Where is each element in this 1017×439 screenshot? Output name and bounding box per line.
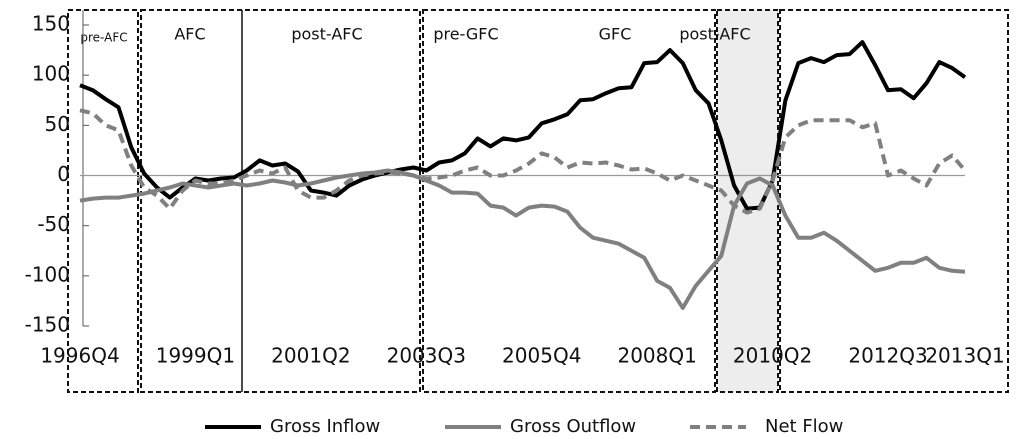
x-tick-label: 2010Q2 xyxy=(733,344,812,368)
y-tick-label: -100 xyxy=(25,262,70,286)
period-box xyxy=(422,9,716,393)
annotation: AFC xyxy=(174,25,205,44)
annotation: GFC xyxy=(599,25,632,44)
x-tick-label: 2003Q3 xyxy=(387,344,466,368)
x-tick-label: 2005Q4 xyxy=(502,344,581,368)
y-tick-label: 150 xyxy=(32,12,70,36)
period-box xyxy=(779,9,1009,393)
annotation: pre-AFC xyxy=(80,31,127,45)
y-tick-label: 50 xyxy=(45,112,70,136)
x-tick-label: 1996Q4 xyxy=(40,344,119,368)
series-line xyxy=(79,108,967,215)
legend-label: Gross Inflow xyxy=(270,416,380,437)
x-tick-label: 2008Q1 xyxy=(617,344,696,368)
y-tick-label: 0 xyxy=(57,162,70,186)
y-tick-label: 100 xyxy=(32,62,70,86)
annotation: post-AFC xyxy=(679,25,750,44)
x-tick-label: 2013Q1 xyxy=(925,344,1004,368)
y-tick-label: -50 xyxy=(37,212,70,236)
series-line xyxy=(79,40,967,211)
legend-label: Net Flow xyxy=(765,416,843,437)
legend-label: Gross Outflow xyxy=(510,416,636,437)
annotation: post-AFC xyxy=(291,25,362,44)
annotation: pre-GFC xyxy=(433,25,498,44)
series-line xyxy=(79,168,966,310)
period-box xyxy=(140,9,421,393)
x-tick-label: 2012Q3 xyxy=(848,344,927,368)
period-box xyxy=(67,9,139,393)
shaded-period xyxy=(717,10,778,392)
y-tick-label: -150 xyxy=(25,313,70,337)
x-tick-label: 1999Q1 xyxy=(156,344,235,368)
x-tick-label: 2001Q2 xyxy=(271,344,350,368)
